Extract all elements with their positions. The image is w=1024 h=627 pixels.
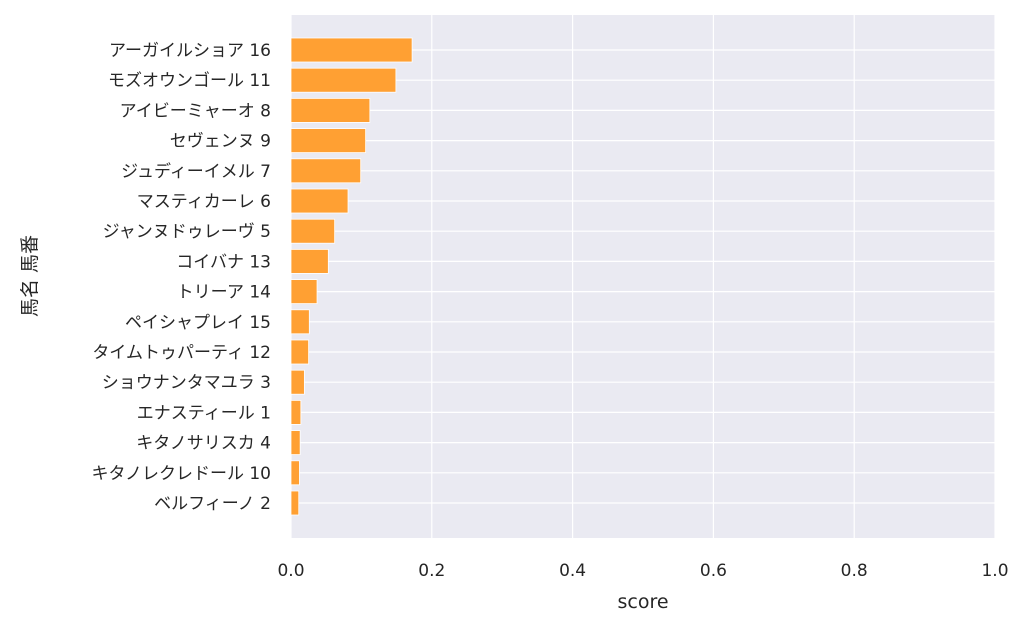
bar (290, 279, 318, 305)
y-tick-label: ジャンヌドゥレーヴ 5 (103, 222, 271, 242)
y-tick-label: ジュディーイメル 7 (121, 161, 271, 182)
y-tick-label: コイバナ 13 (176, 252, 271, 272)
x-axis-title: score (617, 591, 668, 613)
y-tick-label: ショウナンタマユラ 3 (102, 373, 271, 393)
x-tick-label: 0.2 (418, 561, 445, 581)
y-tick-label: タイムトゥパーティ 12 (92, 343, 271, 363)
bar (290, 369, 305, 395)
x-tick-label: 0.6 (700, 561, 727, 581)
y-axis-title: 馬名 馬番 (19, 235, 41, 317)
y-tick-label: キタノレクレドール 10 (91, 464, 271, 484)
y-tick-label: セヴェンヌ 9 (170, 132, 271, 152)
plot-background (291, 15, 995, 538)
bar (290, 460, 300, 486)
y-tick-label: アイビーミャーオ 8 (120, 101, 271, 121)
bar (290, 248, 329, 274)
bar (290, 98, 371, 123)
y-tick-label: エナスティール 1 (137, 403, 271, 423)
bar (290, 37, 413, 63)
bar (290, 67, 397, 93)
y-tick-label: マスティカーレ 6 (137, 192, 271, 212)
y-tick-label: ベルフィーノ 2 (154, 494, 271, 514)
bars (290, 37, 413, 516)
bar (290, 309, 310, 335)
bar (290, 430, 301, 456)
x-tick-label: 1.0 (981, 561, 1008, 581)
bar (290, 399, 302, 425)
bar (290, 490, 300, 516)
bar (290, 128, 367, 154)
bar (290, 218, 336, 244)
y-tick-label: トリーア 14 (177, 283, 271, 303)
y-tick-label: キタノサリスカ 4 (136, 434, 271, 454)
bar (290, 188, 349, 214)
bar (290, 339, 310, 365)
y-tick-label: モズオウンゴール 11 (108, 70, 271, 91)
grid-lines (290, 15, 996, 538)
bar (290, 158, 362, 184)
y-tick-label: アーガイルショア 16 (109, 41, 271, 61)
x-tick-labels: 0.0 0.2 0.4 0.6 0.8 1.0 (277, 561, 1008, 581)
x-tick-label: 0.4 (559, 561, 586, 581)
y-tick-label: ペイシャプレイ 15 (125, 313, 271, 333)
x-tick-label: 0.0 (277, 561, 304, 581)
x-tick-label: 0.8 (841, 561, 868, 581)
y-tick-labels: アーガイルショア 16 モズオウンゴール 11 アイビーミャーオ 8 セヴェンヌ 9 ジ… (91, 41, 271, 514)
